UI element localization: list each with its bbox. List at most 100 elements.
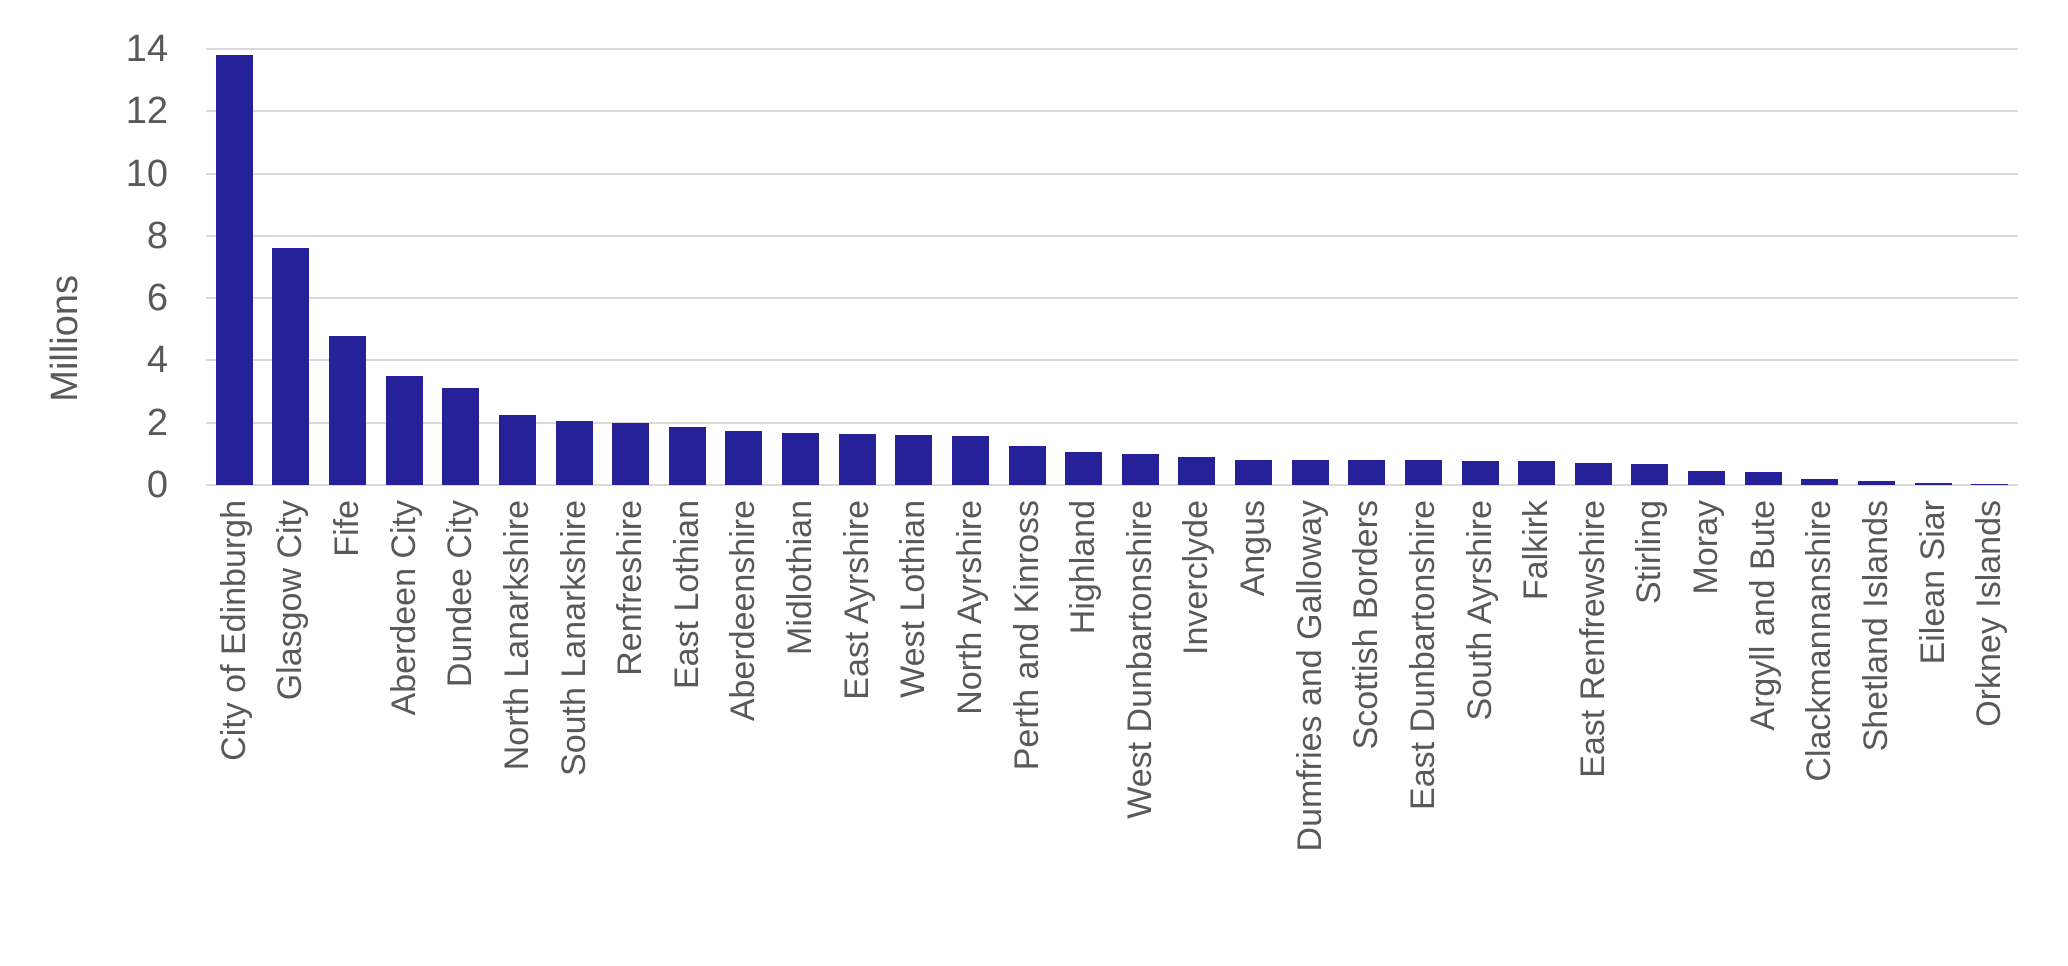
bar	[1235, 459, 1273, 485]
bar	[1857, 480, 1895, 485]
bar-slot	[829, 49, 886, 485]
bar	[385, 376, 423, 485]
x-label-slot: Stirling	[1622, 500, 1679, 966]
y-tick-label: 4	[146, 339, 168, 382]
x-axis-label: North Ayrshire	[950, 500, 989, 715]
x-axis-label: Shetland Islands	[1856, 500, 1895, 752]
x-label-slot: City of Edinburgh	[206, 500, 263, 966]
x-axis-category-labels: City of Edinburgh Glasgow City Fife Aberdee…	[206, 500, 2018, 966]
y-tick-label: 6	[146, 277, 168, 320]
bar	[782, 433, 820, 485]
gridline	[206, 484, 2018, 486]
bar-slot	[1339, 49, 1396, 485]
bar-slot	[1905, 49, 1962, 485]
bar	[1744, 471, 1782, 485]
y-axis-tick-labels: 0 2 4 6 8 10 12 14	[0, 0, 168, 966]
x-label-slot: Aberdeenshire	[716, 500, 773, 966]
gridline	[206, 234, 2018, 237]
x-label-slot: South Ayrshire	[1452, 500, 1509, 966]
bar	[895, 435, 933, 485]
x-label-slot: South Lanarkshire	[546, 500, 603, 966]
x-label-slot: Fife	[319, 500, 376, 966]
bar	[838, 434, 876, 485]
bar-slot	[602, 49, 659, 485]
bar-slot	[1622, 49, 1679, 485]
x-axis-label: West Dunbartonshire	[1120, 500, 1159, 819]
x-label-slot: Falkirk	[1508, 500, 1565, 966]
x-axis-label: Clackmannanshire	[1800, 500, 1839, 782]
bar	[498, 414, 536, 485]
x-axis-label: Scottish Borders	[1347, 500, 1386, 750]
bar	[1574, 462, 1612, 485]
bar-slot	[1055, 49, 1112, 485]
x-label-slot: Eilean Siar	[1905, 500, 1962, 966]
x-axis-label: South Ayrshire	[1460, 500, 1499, 721]
bar	[1914, 483, 1952, 485]
y-tick-label: 10	[125, 152, 168, 195]
gridline	[206, 421, 2018, 424]
bar	[555, 421, 593, 485]
bar-slot	[319, 49, 376, 485]
x-axis-label: Aberdeenshire	[724, 500, 763, 722]
plot-area	[206, 48, 2018, 486]
x-axis-label: East Lothian	[667, 500, 706, 690]
bar-slot	[942, 49, 999, 485]
x-axis-label: West Lothian	[894, 500, 933, 698]
x-label-slot: Angus	[1225, 500, 1282, 966]
x-label-slot: Glasgow City	[263, 500, 320, 966]
bar-slot	[1395, 49, 1452, 485]
bar-slot	[1678, 49, 1735, 485]
x-axis-label: Argyll and Bute	[1743, 500, 1782, 731]
x-axis-label: North Lanarkshire	[497, 500, 536, 771]
y-tick-label: 8	[146, 214, 168, 257]
x-label-slot: Dundee City	[433, 500, 490, 966]
x-axis-label: Renfreshire	[611, 500, 650, 676]
bar-slot	[1792, 49, 1849, 485]
x-axis-label: South Lanarkshire	[554, 500, 593, 776]
bar	[1348, 460, 1386, 485]
x-label-slot: Moray	[1678, 500, 1735, 966]
bar-slot	[433, 49, 490, 485]
bar	[329, 335, 367, 485]
gridline	[206, 297, 2018, 300]
x-axis-label: Orkney Islands	[1970, 500, 2009, 727]
bar	[1404, 460, 1442, 485]
x-label-slot: Renfreshire	[602, 500, 659, 966]
bar	[612, 422, 650, 485]
gridline	[206, 48, 2018, 50]
bar-slot	[206, 49, 263, 485]
x-axis-label: Falkirk	[1517, 500, 1556, 601]
bar	[442, 388, 480, 485]
x-label-slot: East Lothian	[659, 500, 716, 966]
bar-slot	[1508, 49, 1565, 485]
bar	[1461, 460, 1499, 485]
bar	[1688, 471, 1726, 485]
x-label-slot: Orkney Islands	[1961, 500, 2018, 966]
y-tick-label: 14	[125, 28, 168, 70]
bar-slot	[1961, 49, 2018, 485]
bar	[1178, 456, 1216, 485]
x-label-slot: West Dunbartonshire	[1112, 500, 1169, 966]
bar-slot	[1169, 49, 1226, 485]
x-label-slot: Scottish Borders	[1339, 500, 1396, 966]
bar-slot	[1452, 49, 1509, 485]
bar-slot	[263, 49, 320, 485]
x-label-slot: Shetland Islands	[1848, 500, 1905, 966]
x-label-slot: East Dunbartonshire	[1395, 500, 1452, 966]
x-axis-label: East Dunbartonshire	[1403, 500, 1442, 810]
bar-slot	[659, 49, 716, 485]
x-axis-label: Moray	[1687, 500, 1726, 595]
x-axis-label: Perth and Kinross	[1007, 500, 1046, 771]
bar-slot	[489, 49, 546, 485]
x-label-slot: Aberdeen City	[376, 500, 433, 966]
x-axis-label: Fife	[328, 500, 367, 557]
x-label-slot: North Ayrshire	[942, 500, 999, 966]
bar	[951, 436, 989, 485]
x-label-slot: Perth and Kinross	[999, 500, 1056, 966]
x-label-slot: Inverclyde	[1169, 500, 1226, 966]
gridline	[206, 359, 2018, 362]
bar	[1971, 483, 2009, 485]
x-label-slot: Dumfries and Galloway	[1282, 500, 1339, 966]
x-axis-label: City of Edinburgh	[214, 500, 253, 761]
bar	[1291, 459, 1329, 485]
